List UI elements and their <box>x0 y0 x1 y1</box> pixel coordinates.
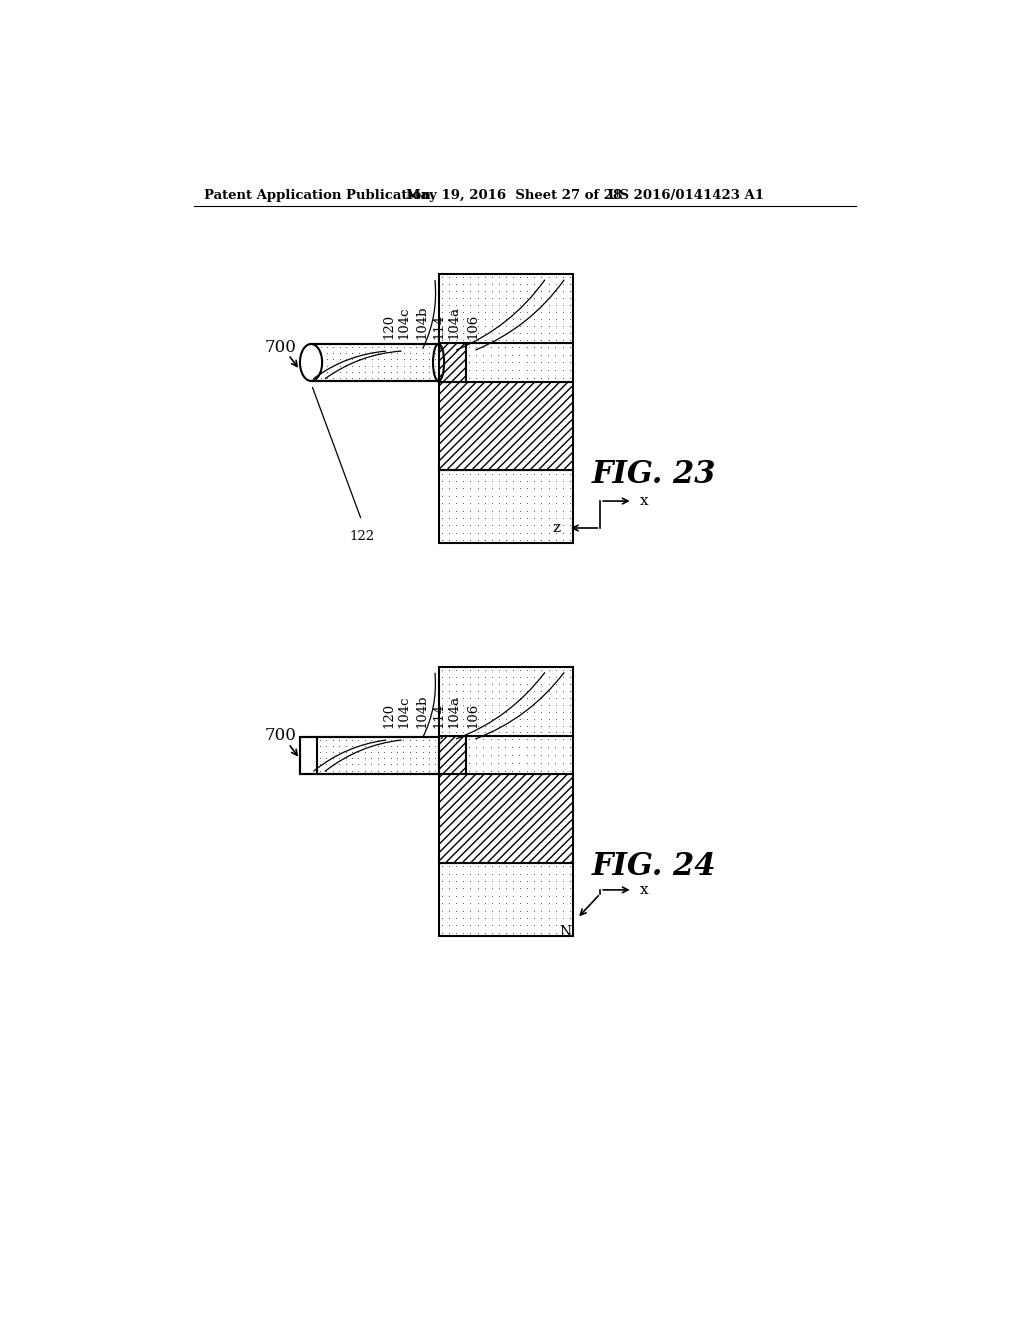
Text: 114: 114 <box>432 314 445 339</box>
Text: 106: 106 <box>467 314 479 339</box>
Text: Patent Application Publication: Patent Application Publication <box>204 189 430 202</box>
Text: 700: 700 <box>265 727 297 744</box>
Bar <box>438 343 466 381</box>
Bar <box>438 667 573 737</box>
Text: 114: 114 <box>432 704 445 729</box>
Text: z: z <box>552 521 560 535</box>
Text: US 2016/0141423 A1: US 2016/0141423 A1 <box>608 189 764 202</box>
Bar <box>438 737 466 775</box>
Bar <box>300 737 438 774</box>
Text: May 19, 2016  Sheet 27 of 28: May 19, 2016 Sheet 27 of 28 <box>407 189 623 202</box>
Bar <box>466 737 573 775</box>
Text: 120: 120 <box>382 704 395 729</box>
Text: 104c: 104c <box>397 306 411 339</box>
Text: 700: 700 <box>265 338 297 355</box>
Text: 104b: 104b <box>415 694 428 729</box>
Text: 122: 122 <box>349 529 374 543</box>
Text: x: x <box>640 883 649 896</box>
Text: N: N <box>559 924 571 939</box>
Bar <box>438 863 573 936</box>
Bar <box>438 381 573 470</box>
Text: FIG. 24: FIG. 24 <box>592 851 717 882</box>
Text: 104a: 104a <box>447 696 461 729</box>
Text: x: x <box>640 494 649 508</box>
Bar <box>466 343 573 381</box>
Text: 104a: 104a <box>447 306 461 339</box>
Text: 120: 120 <box>382 314 395 339</box>
Bar <box>311 345 438 381</box>
Text: 104c: 104c <box>397 696 411 729</box>
Bar <box>438 470 573 544</box>
Bar <box>438 275 573 343</box>
Text: 104b: 104b <box>415 306 428 339</box>
Ellipse shape <box>300 345 323 381</box>
Text: FIG. 23: FIG. 23 <box>592 458 717 490</box>
Bar <box>300 737 316 774</box>
Bar <box>316 737 438 774</box>
Bar <box>438 775 573 863</box>
Text: 106: 106 <box>467 704 479 729</box>
